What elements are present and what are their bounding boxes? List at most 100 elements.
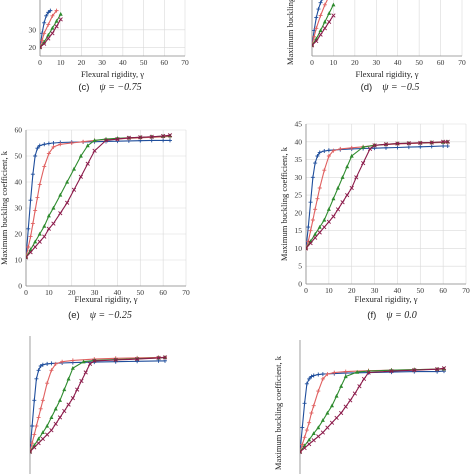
x-tick-label: 20: [348, 286, 356, 295]
x-tick-label: 70: [458, 58, 466, 67]
data-point: [54, 24, 59, 29]
data-point: [126, 135, 131, 140]
x-tick-label: 20: [351, 58, 359, 67]
data-point: [44, 13, 49, 18]
panel-f: 0 10 20 30 40 50 60 70 0 5 10 15 20 25 30 35 40 45 Flexura…: [279, 120, 470, 322]
data-point: [316, 434, 321, 439]
data-point: [389, 369, 394, 374]
y-tick-label: 15: [295, 226, 303, 235]
series-line-4: [306, 141, 448, 249]
data-point: [92, 138, 97, 142]
data-point: [340, 175, 345, 179]
data-point: [50, 31, 55, 36]
y-tick-label: 20: [295, 208, 303, 217]
data-point: [335, 207, 341, 212]
data-point: [312, 34, 317, 39]
data-point: [45, 361, 50, 366]
data-point: [325, 372, 330, 377]
data-point: [135, 357, 140, 362]
data-point: [42, 164, 47, 169]
data-point: [163, 358, 167, 363]
data-point: [312, 43, 315, 48]
data-point: [40, 362, 45, 367]
x-tick-label: 40: [114, 288, 122, 297]
data-point: [38, 364, 43, 368]
data-point: [306, 246, 309, 251]
data-point: [330, 403, 334, 408]
data-point: [42, 31, 47, 36]
data-point: [83, 370, 88, 375]
data-point: [314, 15, 319, 20]
data-point: [326, 154, 331, 158]
caption-letter: (d): [361, 82, 373, 93]
data-point: [54, 8, 59, 13]
panel-g-partial: [29, 336, 168, 474]
data-point: [46, 141, 51, 146]
data-point: [366, 370, 371, 375]
data-point: [357, 384, 362, 389]
data-point: [322, 26, 327, 31]
series-line-1: [30, 360, 165, 452]
data-point: [42, 234, 47, 239]
data-point: [36, 441, 41, 446]
data-point: [62, 387, 67, 392]
data-point: [302, 401, 307, 406]
data-point: [355, 369, 360, 374]
data-point: [46, 151, 51, 156]
data-point: [62, 408, 67, 414]
caption-letter: (e): [68, 310, 80, 321]
data-point: [32, 432, 37, 437]
data-point: [307, 420, 312, 425]
data-point: [367, 146, 373, 152]
data-point: [435, 367, 440, 372]
data-point: [320, 430, 325, 435]
data-point: [310, 175, 315, 180]
data-point: [326, 219, 331, 224]
data-point: [33, 239, 38, 244]
x-tick-label: 50: [417, 286, 425, 295]
data-point: [316, 425, 321, 430]
data-point: [161, 138, 166, 143]
data-point: [72, 166, 76, 171]
data-point: [36, 415, 41, 420]
y-tick-label: 0: [18, 282, 22, 291]
data-point: [46, 36, 51, 41]
data-point: [51, 221, 56, 226]
y-tick-label: 30: [29, 25, 37, 34]
data-point: [46, 226, 51, 231]
data-point: [361, 376, 367, 382]
data-point: [37, 143, 42, 148]
y-tick-label: 40: [295, 137, 303, 146]
data-point: [42, 41, 47, 46]
panel-e: 0 10 20 30 40 50 60 70 0 10 20 30 40 50 60 Flexural rig…: [0, 126, 190, 322]
series-line-4: [30, 356, 166, 453]
data-point: [30, 449, 33, 454]
data-point: [103, 138, 109, 143]
x-tick-label: 30: [371, 286, 379, 295]
data-point: [58, 398, 62, 402]
y-tick-label: 30: [295, 173, 303, 182]
data-point: [406, 145, 411, 150]
caption-psi: ψ = −0.25: [90, 310, 132, 321]
data-point: [26, 245, 31, 249]
data-point: [317, 150, 322, 155]
y-axis-label: Maximum buckling coefficient, k: [279, 146, 289, 261]
data-point: [331, 214, 336, 219]
x-tick-label: 10: [325, 286, 333, 295]
data-point: [320, 418, 325, 422]
data-point: [318, 0, 323, 5]
data-point: [45, 432, 50, 437]
x-tick-label: 20: [68, 288, 76, 297]
data-point: [161, 133, 166, 139]
data-point: [48, 8, 53, 13]
data-point: [58, 211, 63, 216]
data-point: [318, 32, 323, 37]
data-point: [361, 160, 366, 166]
data-point: [85, 143, 90, 148]
series-line-2: [306, 141, 448, 249]
data-point: [317, 230, 322, 235]
x-tick-label: 0: [310, 58, 314, 67]
data-point: [53, 421, 58, 426]
data-point: [46, 22, 51, 27]
